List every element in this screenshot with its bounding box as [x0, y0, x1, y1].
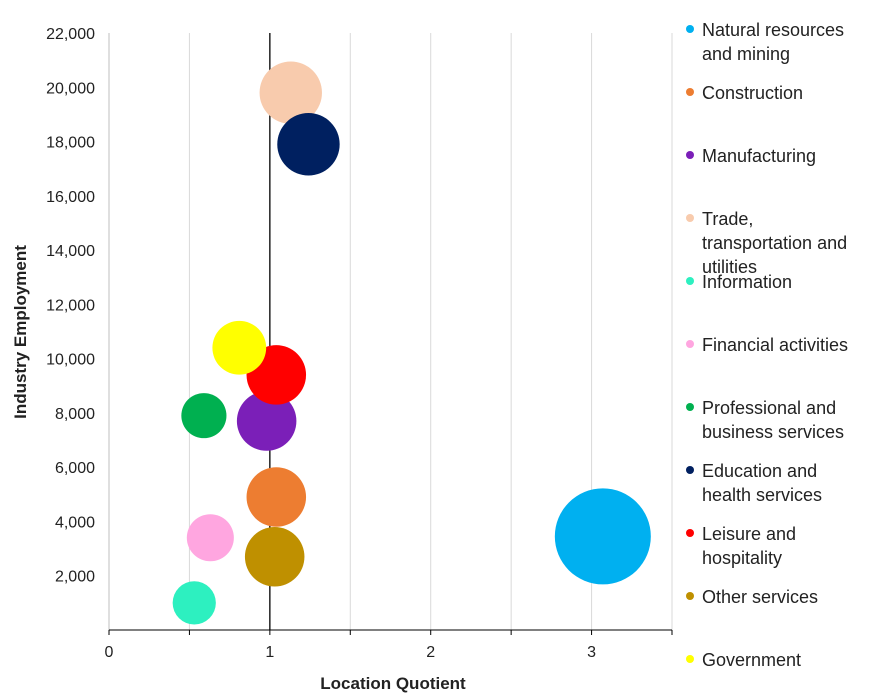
- legend-item: Leisure and hospitality: [686, 522, 882, 570]
- bubble: [554, 488, 651, 585]
- legend-label: Financial activities: [702, 335, 849, 355]
- legend-item: Government: [686, 648, 882, 672]
- x-tick-label: 3: [587, 644, 596, 661]
- x-axis-title: Location Quotient: [320, 674, 466, 693]
- legend-label: business services: [702, 422, 845, 442]
- bubble: [172, 581, 216, 625]
- legend: Natural resources and mining Construction M…: [686, 18, 882, 688]
- legend-item: Professional and business services: [686, 396, 882, 444]
- legend-marker: [686, 466, 694, 474]
- legend-item: Construction: [686, 81, 882, 105]
- y-tick-label: 18,000: [46, 135, 95, 152]
- legend-label: and mining: [702, 44, 791, 64]
- y-axis-title: Industry Employment: [11, 245, 30, 419]
- bubble: [277, 113, 340, 176]
- legend-label: Information: [702, 272, 793, 292]
- legend-label: Construction: [702, 83, 804, 103]
- bubbles: [172, 61, 651, 625]
- bubble: [246, 467, 307, 527]
- legend-item: Financial activities: [686, 333, 882, 357]
- legend-marker: [686, 592, 694, 600]
- legend-marker: [686, 88, 694, 96]
- x-tick-label: 2: [426, 644, 435, 661]
- legend-marker: [686, 151, 694, 159]
- bubble: [244, 526, 305, 587]
- legend-label: transportation and: [702, 233, 848, 253]
- legend-item: Manufacturing: [686, 144, 882, 168]
- legend-item: Information: [686, 270, 882, 294]
- legend-item: Other services: [686, 585, 882, 609]
- legend-label: Education and: [702, 461, 818, 481]
- x-tick-label: 0: [105, 644, 114, 661]
- y-tick-label: 14,000: [46, 243, 95, 260]
- legend-item: Education and health services: [686, 459, 882, 507]
- legend-label: hospitality: [702, 548, 783, 568]
- y-tick-label: 10,000: [46, 352, 95, 369]
- legend-label: utilities: [702, 257, 758, 277]
- y-tick-label: 2,000: [55, 569, 95, 586]
- y-tick-label: 22,000: [46, 26, 95, 43]
- tick-labels: 2,000 4,000 6,000 8,000 10,000 12,000 14,000 16…: [46, 26, 596, 661]
- legend-marker: [686, 214, 694, 222]
- legend-marker: [686, 655, 694, 663]
- bubble: [236, 391, 297, 451]
- legend-label: Leisure and: [702, 524, 797, 544]
- y-tick-label: 20,000: [46, 80, 95, 97]
- y-tick-label: 4,000: [55, 514, 95, 531]
- legend-marker: [686, 529, 694, 537]
- legend-item: Natural resources and mining: [686, 18, 882, 66]
- bubble: [212, 320, 267, 375]
- y-tick-label: 12,000: [46, 297, 95, 314]
- legend-label: Other services: [702, 587, 819, 607]
- bubble: [259, 61, 322, 124]
- legend-marker: [686, 340, 694, 348]
- legend-label: Manufacturing: [702, 146, 817, 166]
- legend-label: Government: [702, 650, 802, 670]
- legend-label: Natural resources: [702, 20, 845, 40]
- legend-label: health services: [702, 485, 823, 505]
- legend-marker: [686, 277, 694, 285]
- x-tick-label: 1: [265, 644, 274, 661]
- y-tick-label: 16,000: [46, 189, 95, 206]
- legend-item: Trade, transportation and utilities: [686, 207, 882, 279]
- legend-label: Trade,: [702, 209, 754, 229]
- legend-marker: [686, 25, 694, 33]
- legend-label: Professional and: [702, 398, 837, 418]
- bubble: [186, 514, 234, 562]
- y-tick-label: 8,000: [55, 406, 95, 423]
- legend-marker: [686, 403, 694, 411]
- y-tick-label: 6,000: [55, 460, 95, 477]
- bubble: [181, 393, 227, 439]
